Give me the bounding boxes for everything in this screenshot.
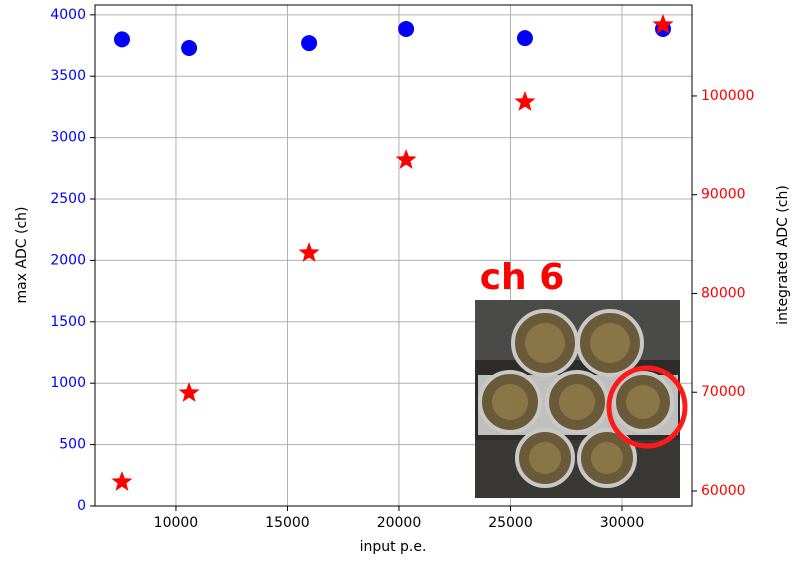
y-tick-label: 500 bbox=[59, 437, 86, 453]
x-tick-label: 30000 bbox=[600, 515, 645, 531]
star-point bbox=[179, 382, 200, 402]
x-tick-label: 25000 bbox=[488, 515, 533, 531]
x-tick-label: 15000 bbox=[265, 515, 310, 531]
x-axis-label: input p.e. bbox=[360, 539, 427, 555]
point bbox=[517, 30, 533, 46]
y2-tick-label: 60000 bbox=[701, 483, 746, 499]
point bbox=[398, 21, 414, 37]
x-tick-label: 20000 bbox=[377, 515, 422, 531]
y-tick-label: 0 bbox=[77, 498, 86, 514]
star-point bbox=[299, 242, 320, 262]
star-point bbox=[515, 91, 536, 111]
y2-axis-label: integrated ADC (ch) bbox=[775, 185, 791, 325]
x-tick-label: 10000 bbox=[154, 515, 199, 531]
chart: input p.e. max ADC (ch) integrated ADC (… bbox=[0, 0, 795, 558]
y2-tick-label: 80000 bbox=[701, 285, 746, 301]
y2-tick-label: 100000 bbox=[701, 88, 754, 104]
y-tick-label: 2000 bbox=[50, 252, 86, 268]
y-tick-label: 3500 bbox=[50, 68, 86, 84]
y-tick-label: 1500 bbox=[50, 314, 86, 330]
annotation: ch 6 bbox=[480, 257, 565, 298]
point bbox=[181, 40, 197, 56]
y-tick-label: 2500 bbox=[50, 191, 86, 207]
inset-photo bbox=[475, 300, 685, 498]
y-tick-label: 1000 bbox=[50, 375, 86, 391]
y2-tick-label: 70000 bbox=[701, 384, 746, 400]
point bbox=[301, 35, 317, 51]
y-axis-label: max ADC (ch) bbox=[14, 206, 30, 303]
y2-tick-label: 90000 bbox=[701, 187, 746, 203]
point bbox=[114, 31, 130, 47]
y-tick-label: 4000 bbox=[50, 7, 86, 23]
star-point bbox=[112, 471, 133, 491]
y-tick-label: 3000 bbox=[50, 130, 86, 146]
